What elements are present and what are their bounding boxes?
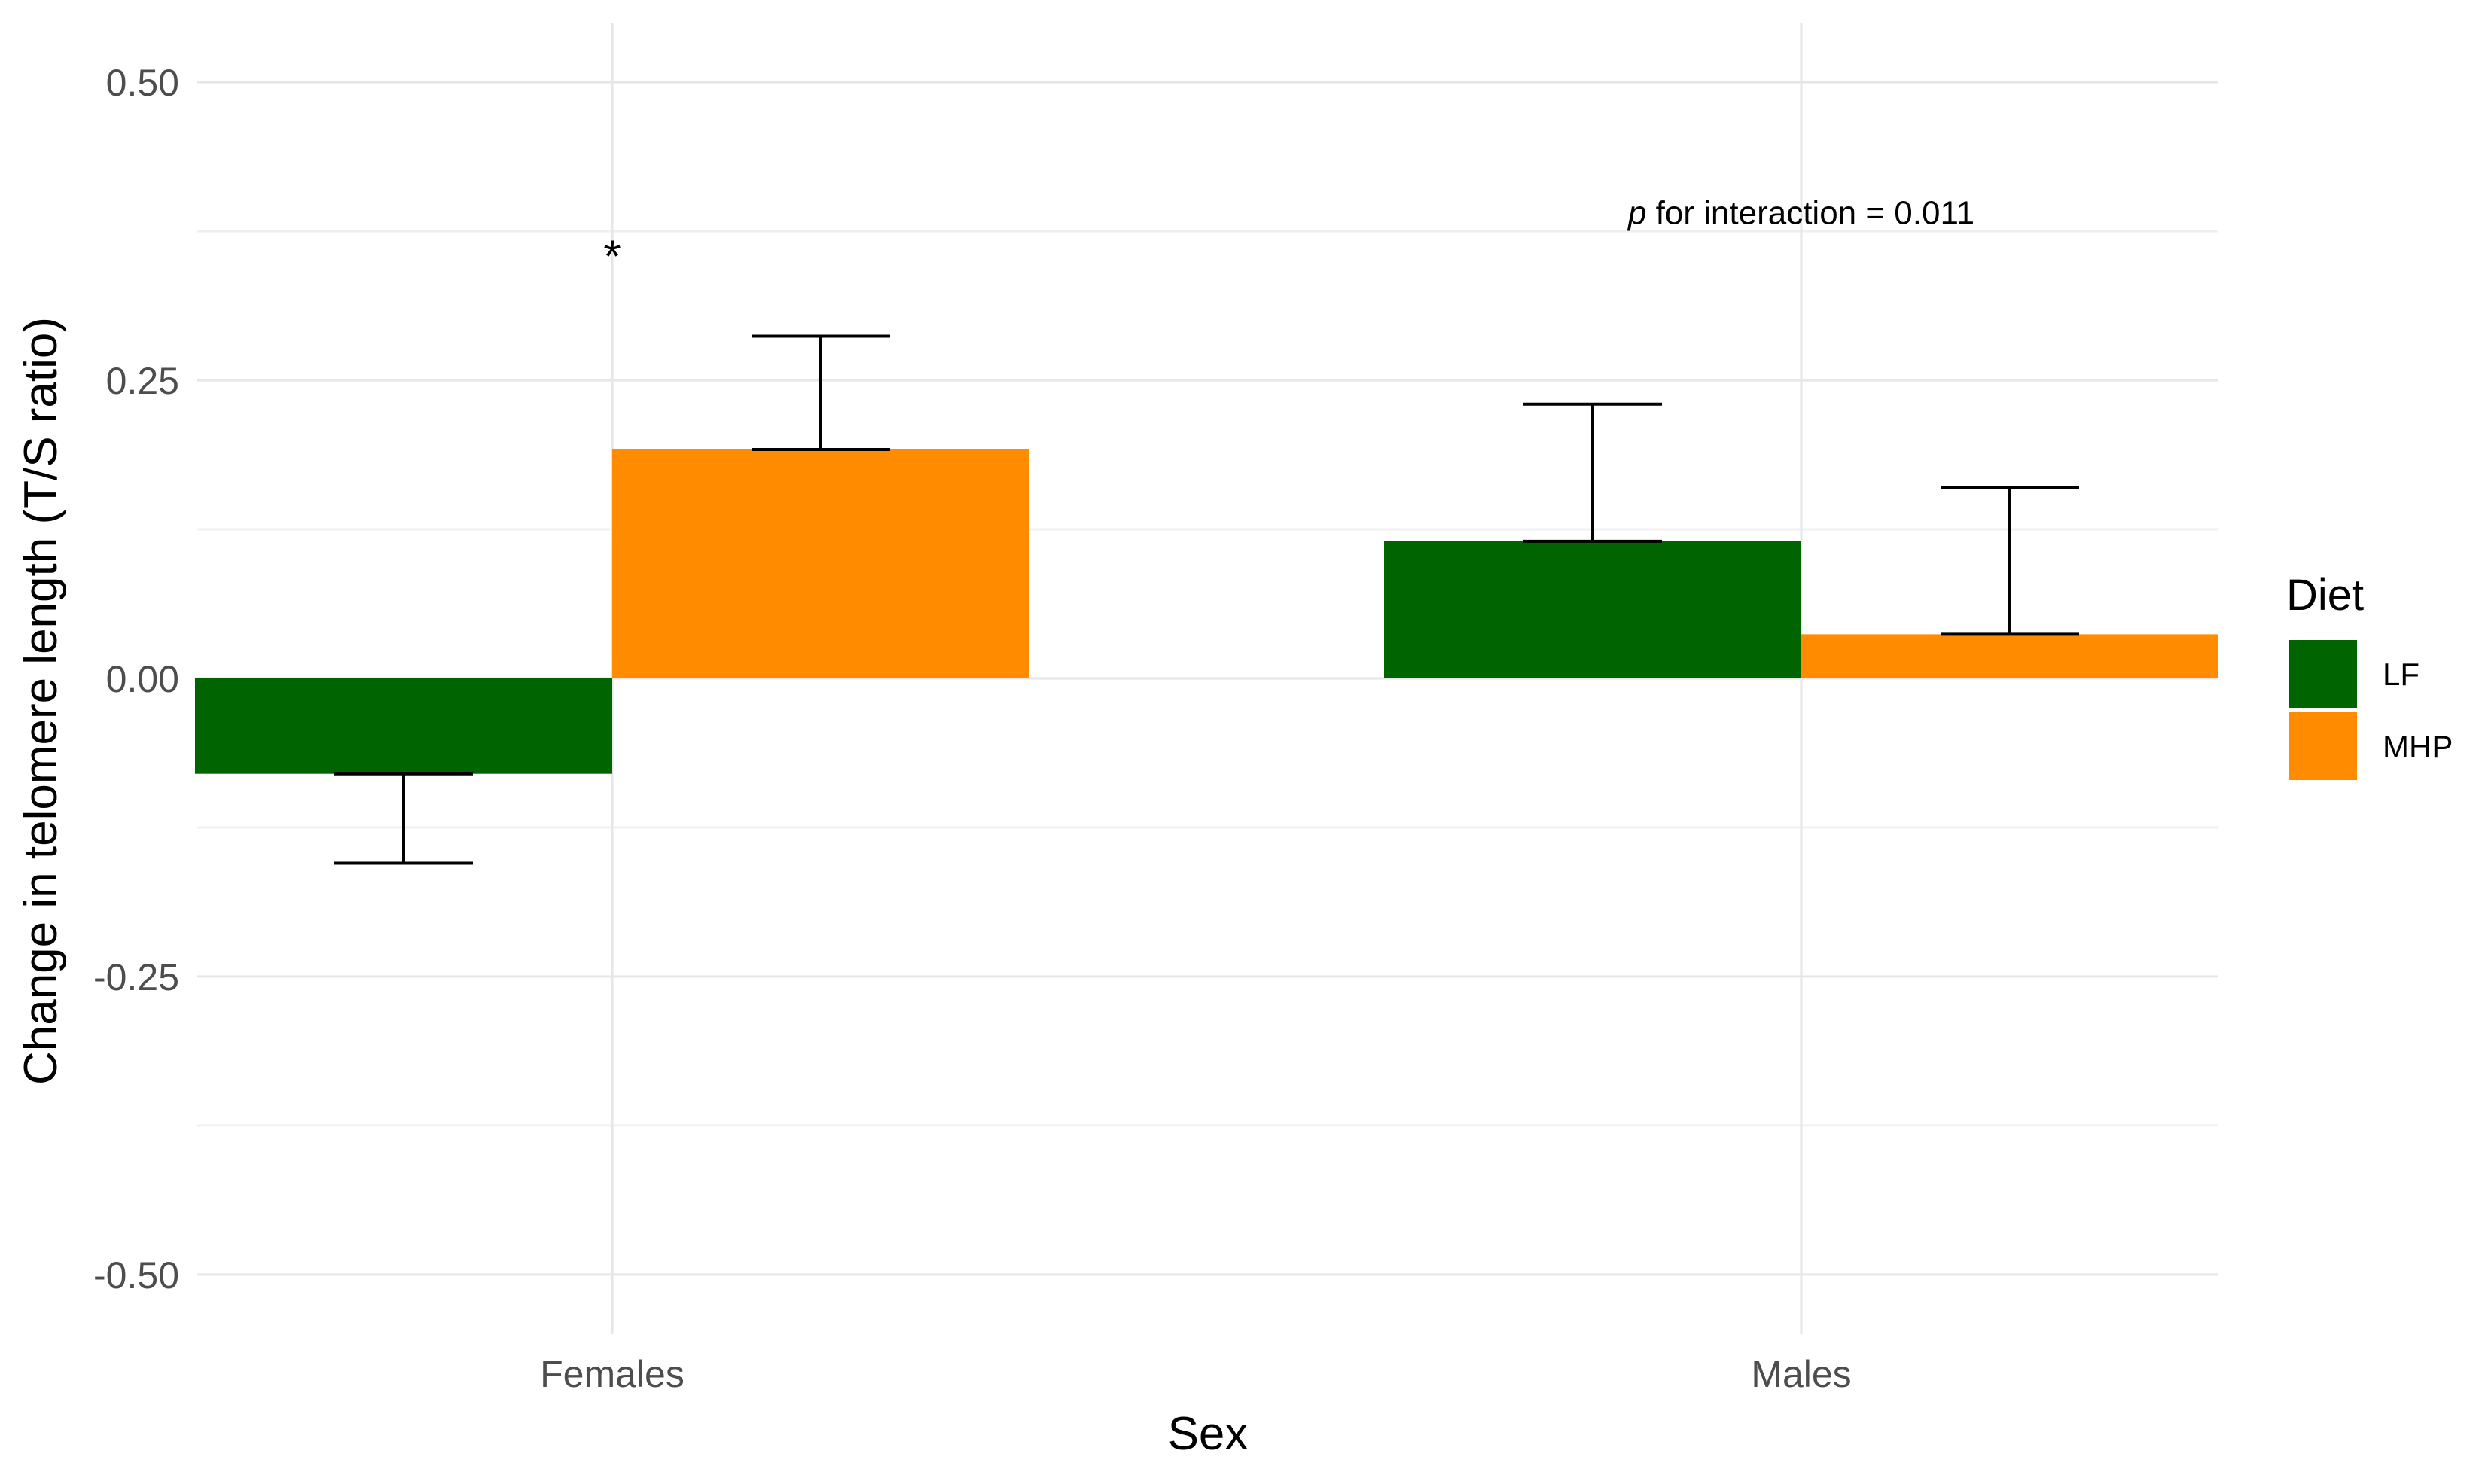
legend-label-mhp: MHP [2383, 729, 2453, 764]
legend: Diet LF MHP [2286, 571, 2453, 780]
legend-title: Diet [2286, 571, 2364, 620]
y-tick-labels: -0.50 -0.25 0.00 0.25 0.50 [93, 62, 179, 1297]
legend-items: LF MHP [2289, 640, 2453, 780]
bar-mhp-females [612, 449, 1029, 678]
y-tick-label: 0.25 [106, 360, 179, 402]
error-bar-mhp-females [752, 334, 890, 451]
legend-label-lf: LF [2383, 657, 2420, 692]
y-axis-title: Change in telomere length (T/S ratio) [15, 317, 67, 1085]
y-tick-label: 0.00 [106, 658, 179, 700]
y-tick-label: -0.50 [93, 1254, 179, 1297]
x-tick-labels: Females Males [540, 1353, 1852, 1395]
legend-swatch-lf [2289, 640, 2357, 708]
x-tick-label: Males [1751, 1353, 1851, 1395]
bar-mhp-males [1801, 634, 2218, 678]
p-symbol: p [1627, 194, 1646, 231]
grid-lines [197, 23, 2218, 1334]
error-bar-mhp-males [1941, 486, 2079, 636]
bar-lf-females [195, 678, 612, 774]
interaction-annotation: p for interaction = 0.011 [1627, 194, 1974, 231]
y-tick-label: 0.50 [106, 62, 179, 104]
interaction-text: for interaction = 0.011 [1646, 194, 1974, 231]
y-tick-label: -0.25 [93, 956, 179, 998]
x-tick-label: Females [540, 1353, 685, 1395]
significance-marker: * [603, 231, 621, 282]
legend-swatch-mhp [2289, 712, 2357, 780]
error-bars [334, 334, 2079, 865]
bars [195, 449, 2218, 774]
error-bar-lf-females [334, 772, 473, 865]
x-axis-title: Sex [1168, 1408, 1249, 1460]
bar-lf-males [1384, 541, 1801, 678]
error-bar-lf-males [1523, 402, 1662, 543]
